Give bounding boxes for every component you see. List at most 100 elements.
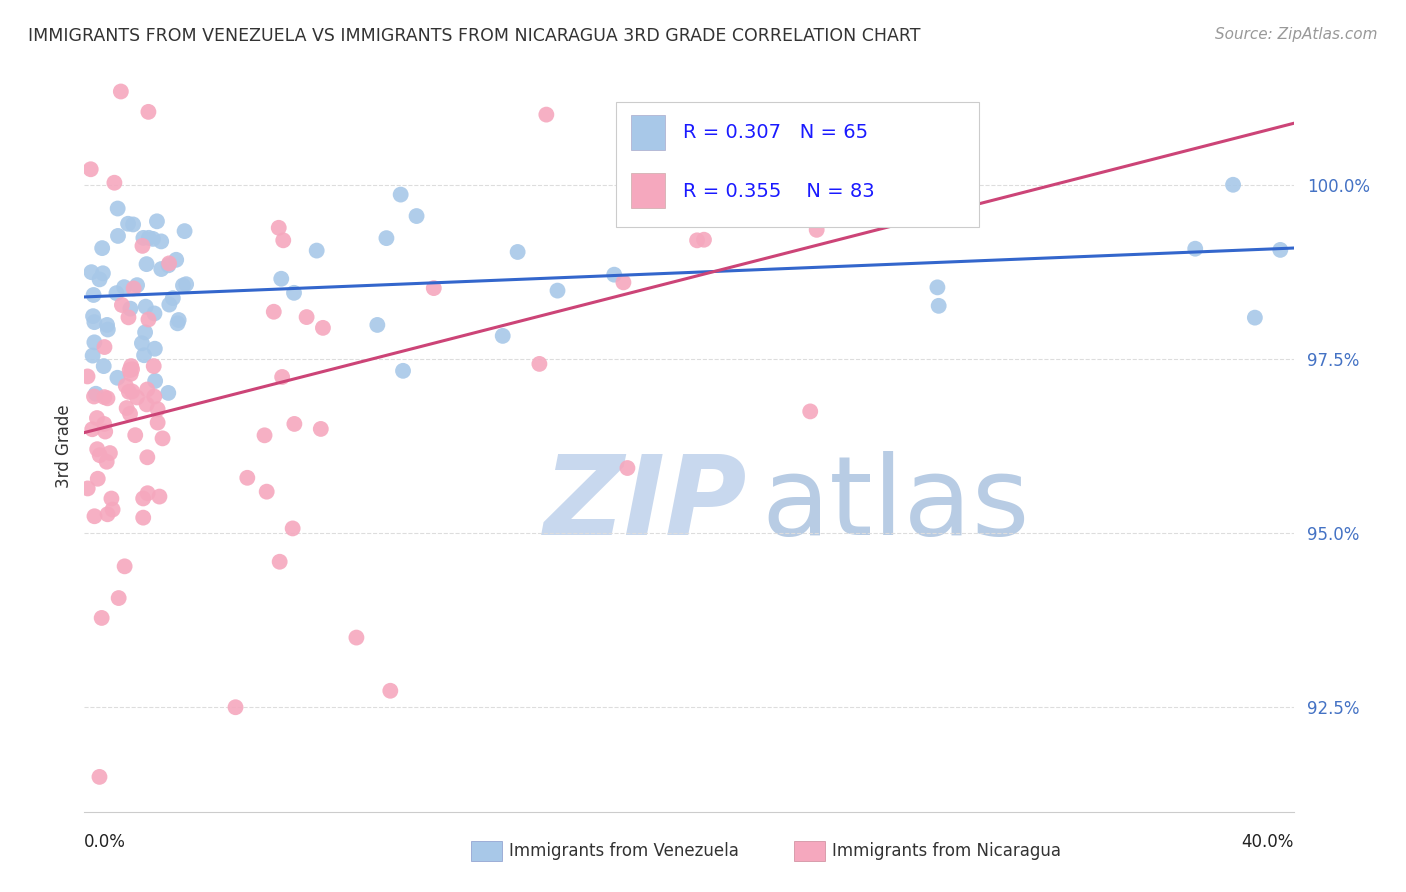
Point (82, 349, 104, 363)
Point (87, 472, 110, 486)
Point (616, 461, 638, 475)
Point (271, 233, 294, 247)
Point (111, 298, 134, 312)
Y-axis label: 3rd Grade: 3rd Grade (55, 404, 73, 488)
Point (146, 402, 169, 417)
Point (143, 374, 166, 388)
FancyBboxPatch shape (616, 103, 979, 227)
Point (91, 266, 114, 280)
Point (166, 316, 188, 330)
Point (120, 301, 142, 316)
Point (143, 390, 166, 404)
Point (136, 486, 159, 500)
Point (125, 278, 148, 293)
FancyBboxPatch shape (631, 115, 665, 150)
Text: ZIP: ZIP (544, 451, 748, 558)
Point (157, 256, 180, 270)
Point (256, 484, 278, 499)
Point (143, 342, 166, 356)
Point (124, 428, 146, 442)
Point (612, 276, 634, 290)
Point (269, 555, 291, 569)
Point (89, 770, 111, 784)
Point (96, 392, 118, 406)
FancyBboxPatch shape (471, 841, 502, 861)
Point (84, 386, 107, 401)
Point (283, 285, 305, 300)
Point (157, 258, 180, 272)
Point (86, 411, 108, 425)
Point (121, 384, 143, 399)
Point (492, 329, 515, 343)
Point (135, 397, 157, 411)
Point (107, 371, 129, 385)
Point (263, 304, 285, 318)
Point (96, 318, 118, 332)
Point (91, 241, 114, 255)
Point (225, 700, 247, 714)
Point (118, 363, 141, 377)
Point (150, 235, 173, 249)
Point (312, 321, 335, 335)
Point (89, 272, 111, 286)
Point (295, 310, 318, 324)
Point (138, 231, 160, 245)
Point (423, 281, 446, 295)
Point (253, 428, 276, 442)
Point (162, 291, 184, 305)
Point (392, 364, 415, 378)
Point (94, 425, 117, 439)
Text: 40.0%: 40.0% (1241, 832, 1294, 851)
Point (125, 391, 148, 405)
Point (267, 220, 290, 235)
Point (96, 455, 118, 469)
Point (157, 385, 180, 400)
Point (117, 217, 139, 231)
Point (115, 401, 138, 415)
Point (927, 280, 949, 294)
Point (120, 367, 142, 381)
Point (806, 223, 828, 237)
Point (132, 510, 155, 524)
Point (281, 521, 304, 535)
Point (143, 306, 166, 320)
Point (150, 262, 173, 277)
FancyBboxPatch shape (631, 173, 665, 209)
Point (121, 362, 143, 376)
Point (80, 265, 103, 279)
Point (173, 224, 195, 238)
Point (76, 482, 98, 496)
Text: 0.0%: 0.0% (84, 832, 127, 851)
Point (389, 187, 412, 202)
Point (799, 404, 821, 418)
Point (236, 471, 259, 485)
Point (93, 340, 115, 354)
Point (135, 257, 157, 271)
Point (134, 326, 156, 340)
Point (122, 281, 145, 295)
Text: Immigrants from Nicaragua: Immigrants from Nicaragua (832, 842, 1062, 860)
Point (97, 322, 120, 336)
FancyBboxPatch shape (794, 841, 825, 861)
Point (270, 272, 292, 286)
Point (146, 416, 169, 430)
Point (132, 231, 155, 245)
Point (146, 214, 169, 228)
Point (135, 300, 157, 314)
Point (93, 390, 115, 404)
Point (96, 508, 118, 522)
Point (107, 228, 129, 243)
Point (167, 313, 190, 327)
Point (93, 359, 115, 373)
Point (83, 288, 105, 302)
Point (1244, 310, 1267, 325)
Point (101, 502, 124, 516)
Point (83, 335, 105, 350)
Point (686, 233, 709, 247)
Point (82, 309, 104, 323)
Point (83, 390, 105, 404)
Text: Immigrants from Venezuela: Immigrants from Venezuela (509, 842, 738, 860)
Point (1270, 243, 1292, 257)
Point (138, 104, 160, 119)
Point (174, 277, 197, 292)
